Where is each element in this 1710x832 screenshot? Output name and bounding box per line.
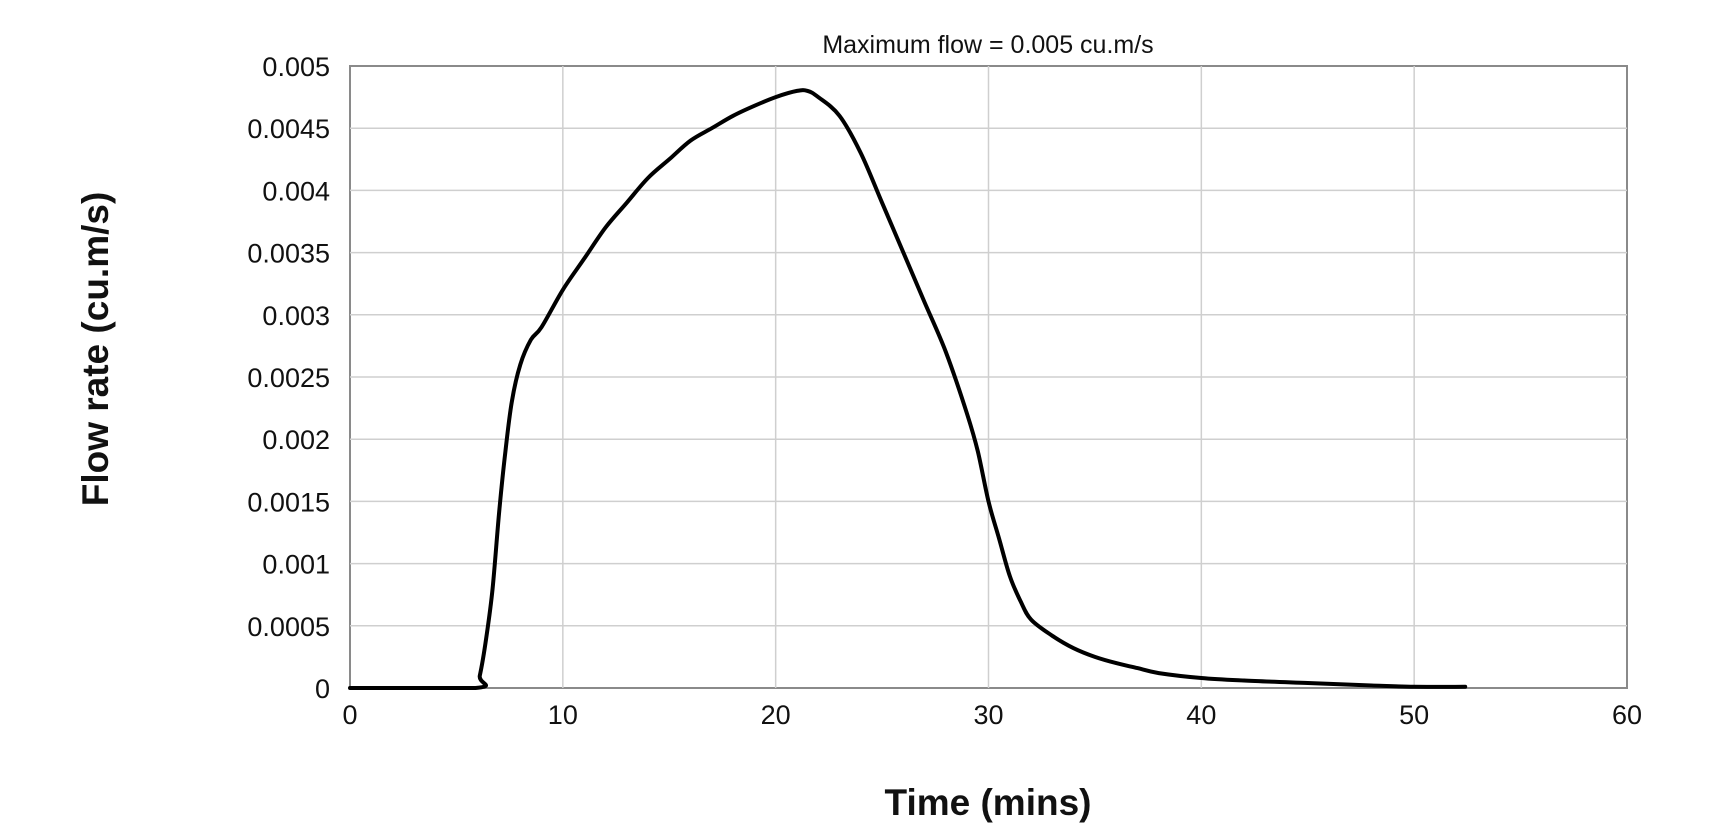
y-axis-title: Flow rate (cu.m/s) — [75, 192, 116, 507]
y-tick-label: 0.0025 — [247, 363, 330, 393]
x-tick-label: 20 — [761, 700, 791, 730]
y-tick-label: 0.0005 — [247, 612, 330, 642]
y-tick-label: 0.0015 — [247, 487, 330, 517]
x-tick-label: 60 — [1612, 700, 1642, 730]
x-axis-title: Time (mins) — [885, 782, 1092, 823]
tick-layer: 0 10 20 30 40 50 60 0 0.0005 0.001 0.0015 0.002 0.00… — [247, 52, 1642, 730]
y-tick-label: 0.001 — [262, 550, 330, 580]
x-tick-label: 0 — [342, 700, 357, 730]
y-tick-label: 0.005 — [262, 52, 330, 82]
y-tick-label: 0 — [315, 674, 330, 704]
y-tick-label: 0.0035 — [247, 239, 330, 269]
chart-title: Maximum flow = 0.005 cu.m/s — [822, 31, 1153, 59]
y-tick-label: 0.004 — [262, 176, 330, 206]
y-tick-label: 0.002 — [262, 425, 330, 455]
y-tick-label: 0.0045 — [247, 114, 330, 144]
x-tick-label: 50 — [1399, 700, 1429, 730]
y-tick-label: 0.003 — [262, 301, 330, 331]
grid-layer — [350, 66, 1627, 688]
flow-rate-line — [348, 88, 1468, 691]
x-tick-label: 10 — [548, 700, 578, 730]
x-tick-label: 30 — [973, 700, 1003, 730]
x-tick-label: 40 — [1186, 700, 1216, 730]
